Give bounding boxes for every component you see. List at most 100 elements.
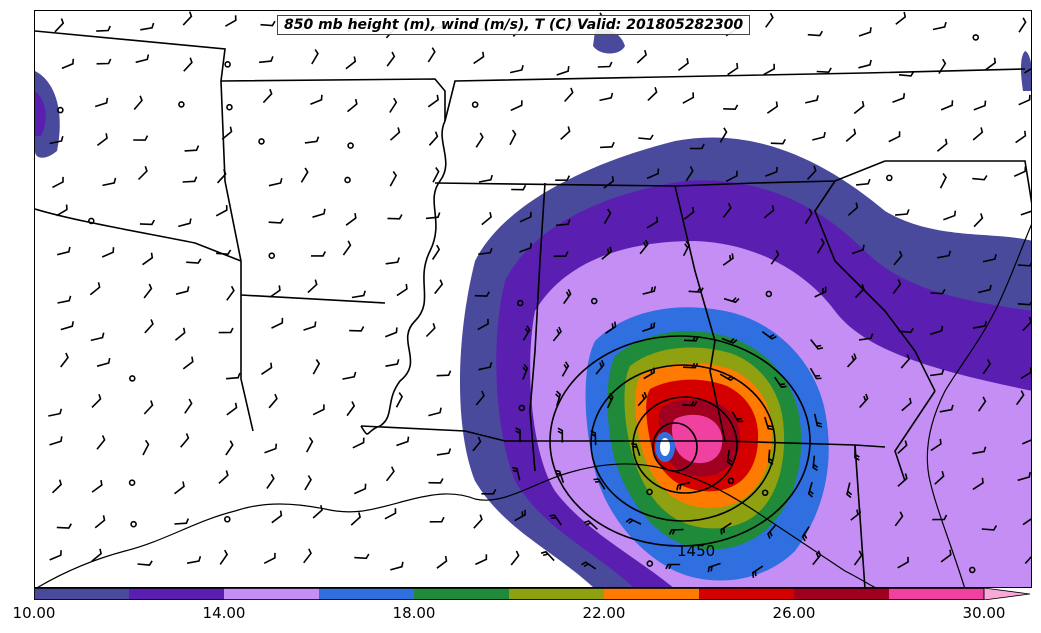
wind-barb — [427, 47, 436, 63]
wind-barb — [268, 218, 284, 224]
map-title: 850 mb height (m), wind (m/s), T (C) Val… — [277, 15, 751, 35]
wind-barb — [895, 11, 907, 25]
wind-barb — [436, 448, 452, 456]
wind-barb — [307, 279, 318, 294]
wind-barb — [642, 322, 656, 332]
wind-barb — [342, 371, 357, 380]
wind-barb — [900, 354, 911, 369]
wind-barb — [225, 440, 234, 456]
wind-barb — [549, 514, 562, 526]
wind-barb — [266, 473, 275, 489]
wind-barb — [143, 283, 153, 299]
wind-barb — [519, 211, 532, 223]
wind-barb — [597, 61, 613, 68]
height-contour-2 — [590, 364, 776, 522]
wind-barb — [814, 286, 827, 298]
wind-barb — [982, 253, 997, 263]
wind-barb — [930, 288, 946, 295]
coastline — [37, 463, 876, 587]
wind-barb — [936, 138, 948, 152]
wind-barb — [91, 548, 102, 562]
wind-barb — [560, 126, 571, 140]
wind-barb — [182, 11, 193, 26]
wind-barb — [973, 213, 984, 228]
wind-barb — [555, 390, 562, 407]
calm-wind-marker — [258, 138, 265, 145]
wind-barb — [219, 549, 229, 565]
wind-barb — [683, 335, 700, 342]
temperature-shading — [35, 29, 1031, 587]
wind-barb — [350, 512, 362, 526]
wind-barb — [264, 443, 278, 454]
wind-barb — [932, 21, 947, 31]
colorbar-segment — [34, 588, 130, 600]
wind-barb — [1022, 316, 1031, 332]
storm-eye-center — [660, 438, 670, 456]
wind-barb — [557, 427, 564, 443]
wind-barb — [847, 202, 859, 216]
wind-barb — [515, 427, 521, 443]
wind-barb — [765, 166, 778, 177]
wind-barb — [346, 98, 358, 113]
height-contour-1 — [549, 335, 811, 547]
state-line-12 — [885, 160, 1031, 204]
wind-barb — [385, 466, 395, 482]
wind-barb — [850, 507, 862, 521]
wind-barb — [94, 97, 109, 108]
wind-barb — [345, 56, 357, 70]
state-line-3 — [240, 261, 254, 432]
wind-barb — [262, 88, 273, 104]
calm-wind-marker — [646, 560, 654, 567]
wind-barb — [89, 282, 101, 296]
wind-barb — [342, 240, 352, 256]
wind-barb — [475, 554, 488, 566]
calm-wind-marker — [224, 61, 231, 68]
wind-barb — [939, 404, 954, 413]
wind-barb — [665, 563, 681, 570]
wind-barb — [226, 285, 235, 301]
wind-barb — [637, 391, 648, 407]
wind-barb — [601, 246, 612, 260]
colorbar-tick-label: 30.00 — [962, 604, 1006, 622]
wind-barb — [599, 92, 614, 102]
colorbar-tick-label: 18.00 — [392, 604, 436, 622]
wind-barb — [930, 438, 942, 452]
wind-barb — [898, 71, 915, 77]
wind-barb — [892, 93, 906, 103]
wind-barb — [133, 135, 149, 141]
colorbar-outline — [34, 588, 985, 600]
wind-barb — [215, 205, 228, 217]
wind-barb — [806, 165, 817, 180]
wind-barb — [682, 400, 698, 407]
wind-barb — [133, 95, 143, 111]
wind-barb — [940, 549, 952, 563]
wind-barb — [303, 321, 317, 331]
wind-barb — [259, 56, 274, 64]
wind-barb — [540, 550, 555, 562]
wind-barb — [726, 449, 733, 466]
wind-barb — [761, 330, 777, 340]
calm-wind-marker — [516, 299, 524, 307]
state-line-11 — [814, 180, 936, 392]
wind-barb — [893, 250, 903, 266]
wind-barb — [96, 435, 106, 450]
wind-barb — [845, 128, 857, 143]
calm-wind-marker — [347, 142, 354, 149]
wind-barb — [386, 51, 396, 67]
wind-barb — [509, 129, 517, 146]
wind-barb — [895, 209, 910, 216]
wind-barb — [345, 212, 357, 226]
calm-wind-marker — [268, 252, 276, 260]
wind-barb — [481, 212, 492, 226]
wind-barb — [57, 246, 71, 256]
state-line-5 — [35, 208, 242, 262]
wind-barb — [175, 286, 190, 295]
wind-barb — [581, 561, 597, 570]
wind-barb — [897, 440, 908, 454]
wind-barb — [425, 212, 441, 220]
calm-wind-marker — [128, 375, 136, 382]
wind-barb — [770, 249, 780, 265]
wind-barb — [429, 516, 445, 523]
wind-barb — [351, 290, 366, 299]
wind-barb — [851, 244, 865, 255]
